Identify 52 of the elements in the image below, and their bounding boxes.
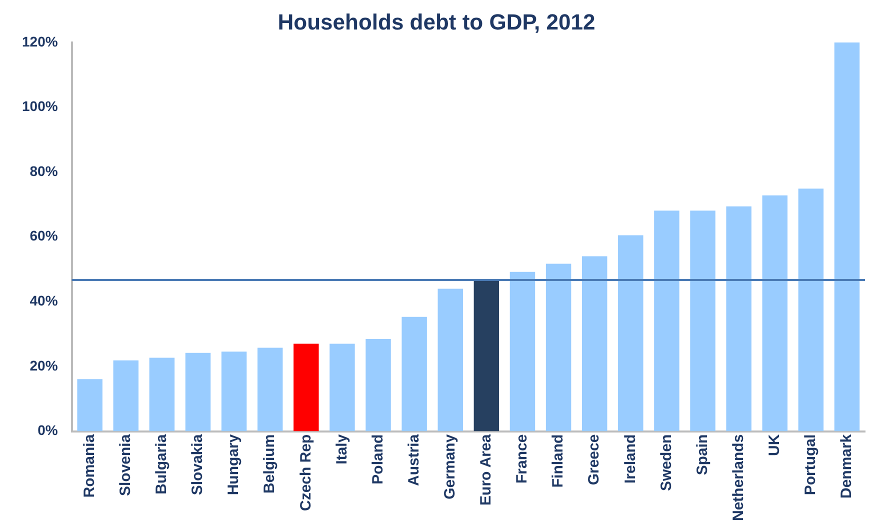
x-tick-label: France	[514, 434, 531, 484]
bar	[294, 344, 319, 432]
bar	[654, 210, 680, 432]
bar	[546, 264, 572, 432]
bar	[330, 344, 355, 432]
bar	[438, 288, 463, 432]
x-tick-label: Germany	[442, 434, 459, 500]
x-tick-label: UK	[766, 434, 784, 456]
x-tick-label: Romania	[80, 434, 98, 498]
x-tick-label: Slovakia	[189, 434, 206, 496]
x-tick-label: Austria	[405, 434, 422, 486]
x-tick-label: Spain	[694, 434, 711, 476]
y-tick-label: 60%	[30, 228, 58, 244]
chart-title: Households debt to GDP, 2012	[278, 9, 596, 34]
bar	[474, 280, 500, 432]
x-tick-label: Sweden	[658, 434, 675, 491]
y-tick-label: 0%	[38, 422, 58, 438]
bar	[798, 188, 824, 432]
x-tick-label: Denmark	[838, 434, 856, 499]
bar	[77, 379, 102, 432]
bar	[834, 42, 860, 432]
bar	[618, 235, 644, 432]
x-tick-label: Portugal	[802, 434, 820, 496]
x-tick-label: Netherlands	[730, 434, 747, 522]
x-tick-label: Bulgaria	[153, 434, 170, 494]
x-tick-label: Finland	[550, 434, 567, 488]
x-tick-label: Greece	[586, 434, 603, 486]
bar	[113, 360, 139, 432]
bar	[726, 206, 752, 432]
bar	[762, 195, 788, 432]
bar	[221, 352, 247, 432]
x-tick-label: Belgium	[261, 434, 278, 494]
x-tick-label: Hungary	[225, 434, 242, 496]
bar	[510, 272, 536, 432]
bar	[402, 316, 427, 432]
x-tick-label: Ireland	[622, 434, 639, 484]
y-tick-label: 80%	[30, 162, 58, 179]
x-tick-label: Slovenia	[117, 434, 134, 496]
bar	[366, 338, 391, 432]
x-tick-label: Euro Area	[478, 434, 495, 506]
bar	[257, 348, 283, 432]
bar	[185, 352, 211, 432]
x-tick-label: Czech Rep	[297, 434, 314, 511]
bar	[582, 256, 608, 432]
y-tick-label: 40%	[30, 292, 58, 309]
x-tick-label: Italy	[333, 434, 350, 464]
y-tick-label: 20%	[30, 357, 58, 374]
bar	[690, 210, 716, 432]
y-tick-label: 100%	[22, 98, 58, 114]
bar	[149, 358, 175, 432]
y-tick-label: 120%	[22, 33, 58, 50]
x-tick-label: Poland	[369, 434, 386, 484]
